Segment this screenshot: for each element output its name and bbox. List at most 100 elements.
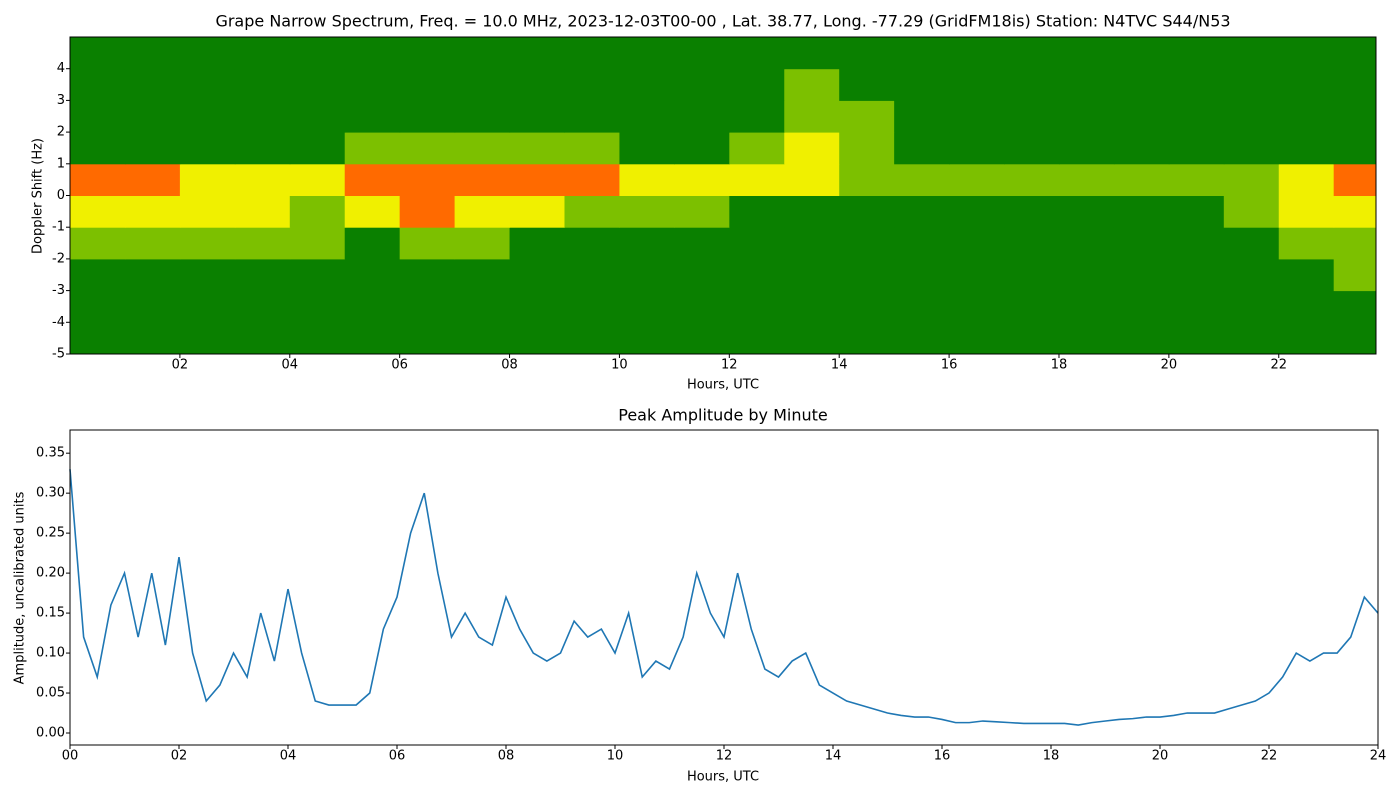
heat-cell bbox=[674, 132, 730, 165]
heat-cell bbox=[1168, 227, 1225, 260]
heat-cell bbox=[784, 195, 840, 228]
heat-cell bbox=[70, 195, 126, 228]
x-tick-label: 18 bbox=[1051, 358, 1068, 373]
heat-cell bbox=[1004, 37, 1060, 70]
heat-cell bbox=[1058, 37, 1115, 70]
y-tick-label: -1 bbox=[52, 220, 65, 235]
heat-cell bbox=[729, 322, 785, 355]
heat-cell bbox=[674, 68, 730, 101]
heat-cell bbox=[344, 258, 401, 292]
x-tick-label: 22 bbox=[1270, 358, 1287, 373]
heat-cell bbox=[399, 195, 456, 228]
heat-cell bbox=[949, 227, 1005, 260]
heat-cell bbox=[124, 100, 181, 133]
chart-title: Peak Amplitude by Minute bbox=[618, 406, 828, 425]
heat-cell bbox=[454, 227, 511, 260]
heat-cell bbox=[399, 258, 456, 292]
heat-cell bbox=[454, 290, 511, 323]
heat-cell bbox=[784, 132, 840, 165]
heat-cell bbox=[179, 132, 236, 165]
x-tick-label: 06 bbox=[391, 358, 408, 373]
heat-cell bbox=[509, 227, 565, 260]
heat-cell bbox=[1113, 195, 1170, 228]
heat-cell bbox=[454, 322, 511, 355]
heat-cell bbox=[234, 258, 291, 292]
heat-cell bbox=[1223, 290, 1280, 323]
heat-cell bbox=[1333, 163, 1377, 196]
heat-cell bbox=[399, 290, 456, 323]
heat-cell bbox=[1223, 132, 1280, 165]
heat-cell bbox=[619, 132, 675, 165]
heat-cell bbox=[399, 100, 456, 133]
heat-cell bbox=[674, 100, 730, 133]
heat-cell bbox=[124, 258, 181, 292]
heat-cell bbox=[1168, 163, 1225, 196]
x-tick-label: 02 bbox=[171, 749, 188, 764]
heat-cell bbox=[1278, 322, 1335, 355]
heat-cell bbox=[894, 258, 950, 292]
y-tick-label: -3 bbox=[52, 283, 65, 298]
heat-cell bbox=[1004, 290, 1060, 323]
x-tick-label: 12 bbox=[721, 358, 738, 373]
heat-cell bbox=[454, 163, 511, 196]
heat-cell bbox=[1223, 163, 1280, 196]
heat-cell bbox=[234, 290, 291, 323]
y-tick-label: 0.30 bbox=[36, 486, 65, 501]
heat-cell bbox=[674, 227, 730, 260]
y-tick-label: 0.00 bbox=[36, 726, 65, 741]
heat-cell bbox=[674, 195, 730, 228]
x-tick-label: 02 bbox=[172, 358, 189, 373]
heat-cell bbox=[839, 132, 895, 165]
heat-cell bbox=[729, 100, 785, 133]
heat-cell bbox=[839, 68, 895, 101]
heat-cell bbox=[839, 100, 895, 133]
heat-cell bbox=[179, 227, 236, 260]
heat-cell bbox=[729, 68, 785, 101]
heat-cell bbox=[1058, 100, 1115, 133]
heat-cell bbox=[234, 68, 291, 101]
heat-cell bbox=[179, 37, 236, 70]
heat-cell bbox=[124, 195, 181, 228]
heat-cell bbox=[839, 258, 895, 292]
heat-cell bbox=[179, 258, 236, 292]
heat-cell bbox=[839, 163, 895, 196]
x-tick-label: 08 bbox=[501, 358, 518, 373]
y-tick-label: 0.15 bbox=[36, 606, 65, 621]
amplitude-line bbox=[69, 469, 1379, 726]
heat-cell bbox=[70, 132, 126, 165]
heat-cell bbox=[1168, 132, 1225, 165]
heat-cell bbox=[784, 227, 840, 260]
heat-cell bbox=[1113, 132, 1170, 165]
heat-cell bbox=[1278, 163, 1335, 196]
x-tick-label: 20 bbox=[1161, 358, 1178, 373]
heat-cell bbox=[179, 100, 236, 133]
heat-cell bbox=[1168, 290, 1225, 323]
heat-cell bbox=[399, 163, 456, 196]
heat-cell bbox=[729, 227, 785, 260]
x-tick-label: 00 bbox=[62, 749, 79, 764]
x-tick-label: 22 bbox=[1261, 749, 1278, 764]
heat-cell bbox=[949, 163, 1005, 196]
x-tick-label: 24 bbox=[1370, 749, 1387, 764]
x-tick-label: 10 bbox=[611, 358, 628, 373]
heat-cell bbox=[289, 37, 346, 70]
heat-cell bbox=[839, 227, 895, 260]
heat-cell bbox=[124, 37, 181, 70]
heat-cell bbox=[1223, 322, 1280, 355]
heat-cell bbox=[564, 322, 620, 355]
heat-cell bbox=[894, 100, 950, 133]
y-tick-label: 0.35 bbox=[36, 446, 65, 461]
y-axis-label: Amplitude, uncalibrated units bbox=[13, 491, 28, 684]
heat-cell bbox=[784, 68, 840, 101]
y-tick-label: 1 bbox=[57, 156, 65, 171]
heat-cell bbox=[289, 68, 346, 101]
heat-cell bbox=[399, 322, 456, 355]
heat-cell bbox=[894, 163, 950, 196]
heat-cell bbox=[1333, 322, 1377, 355]
heat-cell bbox=[1113, 322, 1170, 355]
heat-cell bbox=[179, 322, 236, 355]
x-tick-label: 04 bbox=[281, 358, 298, 373]
x-tick-label: 08 bbox=[498, 749, 515, 764]
heat-cell bbox=[509, 100, 565, 133]
heat-cell bbox=[1113, 163, 1170, 196]
